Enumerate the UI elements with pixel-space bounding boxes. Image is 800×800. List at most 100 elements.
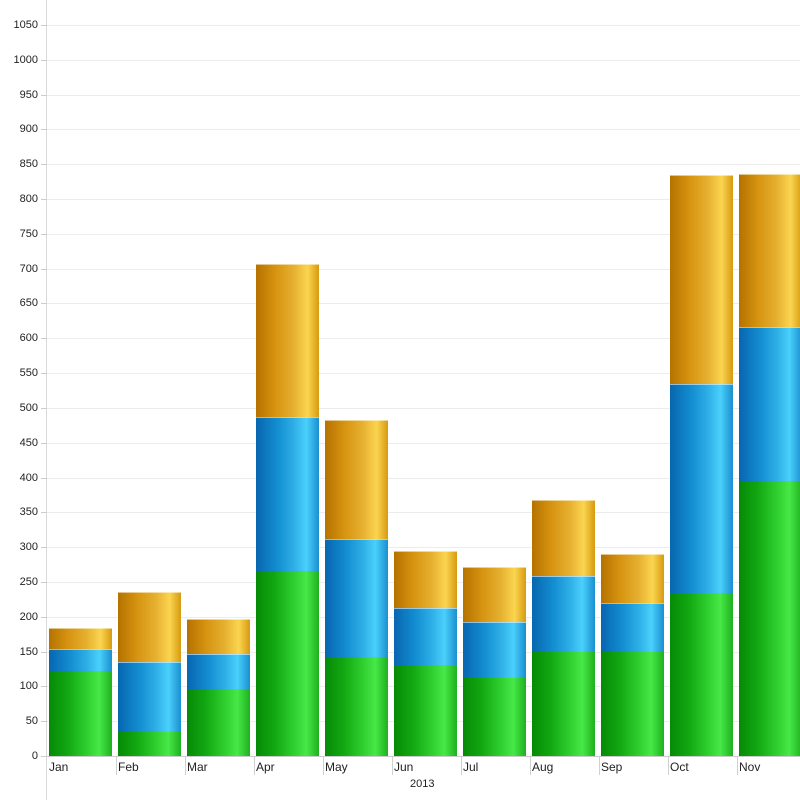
x-tick-label: Jan (49, 760, 69, 774)
y-tick-label: 700 (19, 263, 38, 275)
bar-segment-gold[interactable] (532, 499, 595, 577)
bar-segment-green[interactable] (49, 671, 112, 756)
x-category-separator (116, 757, 117, 775)
bar-segment-gold[interactable] (325, 419, 388, 539)
bar-segment-blue[interactable] (187, 653, 250, 690)
x-category-separator (668, 757, 669, 775)
bar-segment-blue[interactable] (463, 622, 526, 679)
y-tick-label: 250 (19, 576, 38, 588)
bar-segment-green[interactable] (463, 678, 526, 756)
y-tick-mark (41, 338, 47, 339)
y-tick-mark (41, 164, 47, 165)
y-tick-label: 50 (25, 715, 38, 727)
y-tick-label: 900 (19, 123, 38, 135)
gridline (47, 234, 800, 235)
bar-segment-blue[interactable] (532, 576, 595, 653)
y-tick-label: 400 (19, 472, 38, 484)
y-tick-mark (41, 60, 47, 61)
x-tick-label: Jul (463, 760, 479, 774)
gridline (47, 443, 800, 444)
bar-segment-blue[interactable] (118, 662, 181, 733)
y-tick-mark (41, 199, 47, 200)
y-tick-mark (41, 582, 47, 583)
y-tick-mark (41, 373, 47, 374)
x-tick-label: Jun (394, 760, 414, 774)
y-tick-mark (41, 686, 47, 687)
y-tick-label: 350 (19, 506, 38, 518)
gridline (47, 25, 800, 26)
bar-segment-gold[interactable] (256, 263, 319, 417)
y-tick-label: 300 (19, 541, 38, 553)
y-tick-label: 0 (31, 750, 38, 762)
y-tick-mark (41, 617, 47, 618)
x-tick-label: Oct (670, 760, 689, 774)
x-category-separator (323, 757, 324, 775)
bar-segment-blue[interactable] (739, 327, 800, 481)
bar-segment-gold[interactable] (394, 550, 457, 608)
gridline (47, 303, 800, 304)
gridline (47, 60, 800, 61)
gridline (47, 408, 800, 409)
gridline (47, 95, 800, 96)
y-tick-label: 750 (19, 228, 38, 240)
gridline (47, 164, 800, 165)
x-tick-label: May (325, 760, 348, 774)
gridline (47, 547, 800, 548)
y-tick-mark (41, 408, 47, 409)
bar-segment-blue[interactable] (325, 538, 388, 658)
x-category-separator (461, 757, 462, 775)
y-tick-mark (41, 234, 47, 235)
y-tick-label: 200 (19, 611, 38, 623)
y-tick-label: 600 (19, 332, 38, 344)
y-tick-mark (41, 25, 47, 26)
y-tick-label: 800 (19, 193, 38, 205)
bar-segment-green[interactable] (256, 570, 319, 756)
y-tick-label: 100 (19, 680, 38, 692)
y-tick-mark (41, 478, 47, 479)
gridline (47, 199, 800, 200)
bar-segment-green[interactable] (187, 689, 250, 756)
y-tick-label: 150 (19, 646, 38, 658)
bar-segment-gold[interactable] (463, 566, 526, 623)
bar-segment-gold[interactable] (670, 175, 733, 385)
bar-segment-gold[interactable] (739, 173, 800, 328)
bar-segment-gold[interactable] (601, 554, 664, 603)
bar-segment-blue[interactable] (49, 648, 112, 672)
y-tick-label: 950 (19, 89, 38, 101)
gridline (47, 129, 800, 130)
x-tick-label: Sep (601, 760, 623, 774)
y-tick-label: 850 (19, 158, 38, 170)
bar-segment-blue[interactable] (256, 416, 319, 571)
bar-segment-green[interactable] (532, 652, 595, 756)
x-tick-label: Nov (739, 760, 761, 774)
y-tick-label: 550 (19, 367, 38, 379)
bar-segment-green[interactable] (601, 652, 664, 756)
bar-segment-green[interactable] (739, 481, 800, 756)
bar-segment-green[interactable] (670, 593, 733, 756)
y-tick-label: 650 (19, 297, 38, 309)
bar-segment-gold[interactable] (118, 592, 181, 662)
bar-segment-green[interactable] (325, 657, 388, 756)
gridline (47, 373, 800, 374)
y-axis-line (46, 0, 47, 800)
x-category-separator (599, 757, 600, 775)
bar-segment-gold[interactable] (187, 618, 250, 654)
y-tick-mark (41, 512, 47, 513)
gridline (47, 338, 800, 339)
x-category-separator (185, 757, 186, 775)
y-tick-mark (41, 303, 47, 304)
bar-segment-green[interactable] (394, 664, 457, 756)
x-tick-label: Mar (187, 760, 208, 774)
bar-segment-blue[interactable] (394, 607, 457, 665)
y-tick-mark (41, 95, 47, 96)
bar-segment-gold[interactable] (49, 627, 112, 649)
bar-segment-blue[interactable] (601, 602, 664, 653)
y-tick-label: 450 (19, 437, 38, 449)
bar-segment-green[interactable] (118, 732, 181, 756)
x-tick-label: Apr (256, 760, 275, 774)
bar-segment-blue[interactable] (670, 384, 733, 594)
x-category-separator (392, 757, 393, 775)
x-tick-label: Feb (118, 760, 139, 774)
x-axis-line (41, 756, 800, 757)
